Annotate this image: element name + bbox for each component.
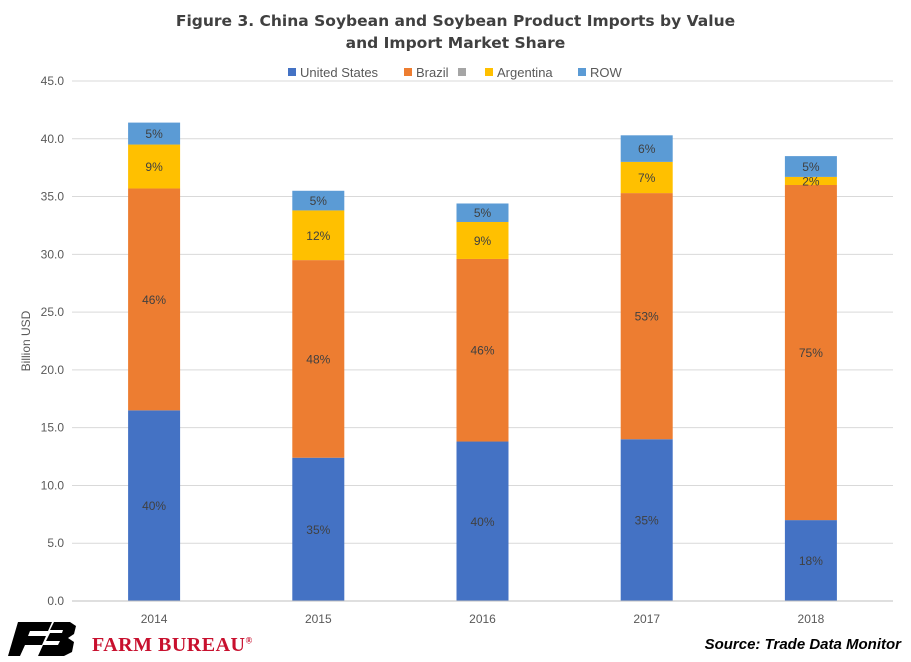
y-tick-label: 0.0 (47, 594, 64, 608)
data-label: 5% (145, 127, 163, 141)
data-label: 5% (310, 194, 328, 208)
logo-registered-mark: ® (245, 635, 253, 646)
data-label: 5% (474, 206, 492, 220)
bar-segment (620, 161, 673, 194)
data-label: 18% (799, 554, 823, 568)
data-label: 2% (802, 174, 820, 188)
legend-label: Argentina (497, 65, 553, 80)
legend-swatch (578, 68, 586, 76)
legend-label: Brazil (416, 65, 449, 80)
y-tick-label: 45.0 (41, 74, 65, 88)
data-label: 48% (306, 352, 330, 366)
bar-segment (128, 144, 181, 189)
x-tick-label: 2015 (305, 612, 332, 626)
x-tick-label: 2018 (798, 612, 825, 626)
y-tick-label: 20.0 (41, 363, 65, 377)
bar-segment (128, 188, 181, 411)
data-label: 35% (635, 514, 659, 528)
legend-swatch (404, 68, 412, 76)
data-label: 35% (306, 523, 330, 537)
data-label: 40% (470, 515, 494, 529)
data-label: 12% (306, 229, 330, 243)
legend-swatch (288, 68, 296, 76)
bar-segment (292, 457, 345, 601)
y-tick-label: 5.0 (47, 536, 64, 550)
y-tick-label: 10.0 (41, 478, 65, 492)
chart-title: Figure 3. China Soybean and Soybean Prod… (0, 10, 911, 54)
data-label: 46% (470, 344, 494, 358)
data-label: 53% (635, 310, 659, 324)
bar-segment (620, 439, 673, 601)
data-label: 9% (474, 234, 492, 248)
bar-segment (784, 176, 837, 185)
bar-segment (456, 203, 509, 222)
legend-label: ROW (590, 65, 623, 80)
legend-label: United States (300, 65, 379, 80)
x-tick-label: 2017 (633, 612, 660, 626)
logo-text: FARM BUREAU® (92, 634, 253, 657)
y-tick-label: 25.0 (41, 305, 65, 319)
chart-title-line-1: Figure 3. China Soybean and Soybean Prod… (175, 12, 736, 30)
bar-segment (128, 410, 181, 601)
data-labels: 40% 46% 9% 5% 35% 48% 12% 5% 40% 46% 9% 5% 35% 53% 7% 6… (142, 127, 823, 568)
x-tick-label: 2016 (469, 612, 496, 626)
bar-segment (620, 193, 673, 440)
data-label: 75% (799, 346, 823, 360)
data-label: 6% (638, 142, 656, 156)
data-label: 7% (638, 171, 656, 185)
bar-segment (784, 185, 837, 521)
bar-segment (292, 260, 345, 458)
bar-segment (456, 258, 509, 442)
y-axis: 0.0 5.0 10.0 15.0 20.0 25.0 30.0 35.0 40.0 45.0 (41, 74, 65, 608)
y-tick-label: 40.0 (41, 132, 65, 146)
legend-swatch (485, 68, 493, 76)
bar-segment (456, 441, 509, 601)
bar-segment (620, 135, 673, 162)
data-label: 5% (802, 160, 820, 174)
bars (128, 122, 837, 601)
legend-swatch (458, 68, 466, 76)
bar-segment (128, 122, 181, 145)
y-tick-label: 30.0 (41, 247, 65, 261)
bar-segment (784, 156, 837, 177)
y-tick-label: 35.0 (41, 190, 65, 204)
data-label: 9% (145, 160, 163, 174)
bar-segment (292, 190, 345, 211)
farm-bureau-logo-icon (8, 622, 76, 656)
data-label: 40% (142, 499, 166, 513)
data-label: 46% (142, 293, 166, 307)
bar-segment (456, 221, 509, 259)
x-tick-label: 2014 (141, 612, 168, 626)
bar-segment (292, 210, 345, 261)
legend: United States Brazil Argentina ROW (288, 65, 623, 80)
bar-segment (784, 520, 837, 601)
logo-name: FARM BUREAU (92, 634, 246, 656)
x-axis: 2014 2015 2016 2017 2018 (72, 600, 893, 626)
y-tick-label: 15.0 (41, 421, 65, 435)
source-note: Source: Trade Data Monitor (704, 636, 901, 653)
y-axis-label: Billion USD (19, 310, 33, 371)
chart-title-line-2: and Import Market Share (345, 34, 566, 52)
